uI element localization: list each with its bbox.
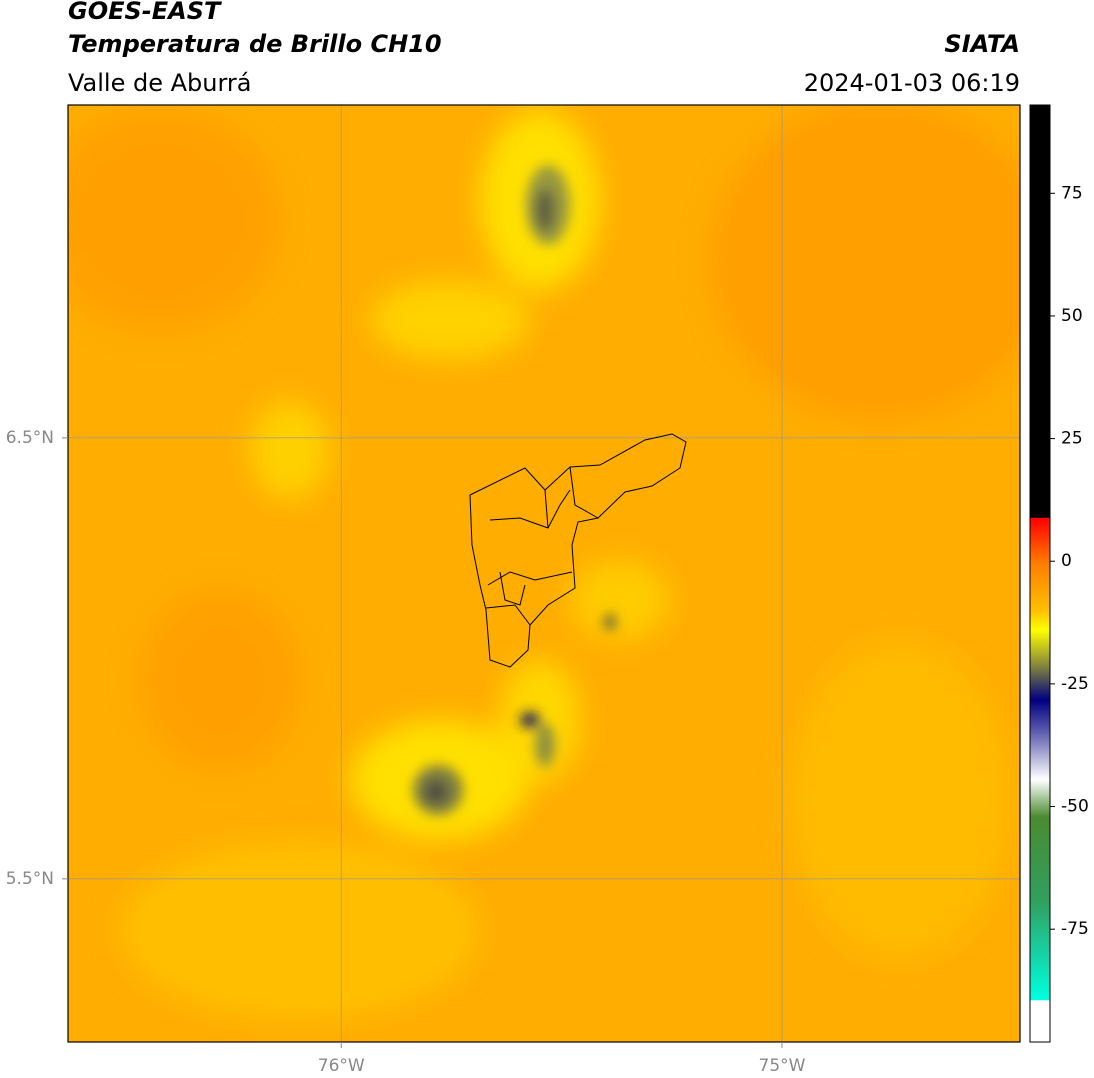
x-tick-label: 75°W	[759, 1056, 806, 1076]
field-blobs	[68, 105, 1020, 1020]
colorbar-tick-label: 75	[1061, 183, 1083, 203]
y-tick-label: 6.5°N	[6, 428, 54, 448]
colorbar-tick-label: 50	[1061, 306, 1083, 326]
map-frame	[67, 104, 1021, 1043]
satellite-field	[68, 105, 1020, 1042]
datetime: 2024-01-03 06:19	[804, 69, 1020, 97]
cold-tops	[413, 165, 616, 815]
grid	[68, 105, 1020, 1042]
colorbar	[1029, 104, 1051, 1043]
colorbar-tick-label: -75	[1061, 919, 1089, 939]
source: SIATA	[944, 30, 1020, 58]
colorbar-tick-label: -50	[1061, 797, 1089, 817]
municipal-boundaries	[469, 433, 687, 668]
municipality-lines	[485, 466, 599, 626]
title: Temperatura de Brillo CH10	[68, 30, 442, 58]
header-line: GOES-EAST	[68, 0, 222, 25]
x-tick-label: 76°W	[318, 1056, 365, 1076]
region: Valle de Aburrá	[68, 69, 252, 97]
colorbar-tick-label: -25	[1061, 674, 1089, 694]
colorbar-tick-label: 25	[1061, 429, 1083, 449]
colorbar-tick-label: 0	[1061, 551, 1072, 571]
y-tick-label: 5.5°N	[6, 869, 54, 889]
valley-outline	[469, 433, 687, 668]
